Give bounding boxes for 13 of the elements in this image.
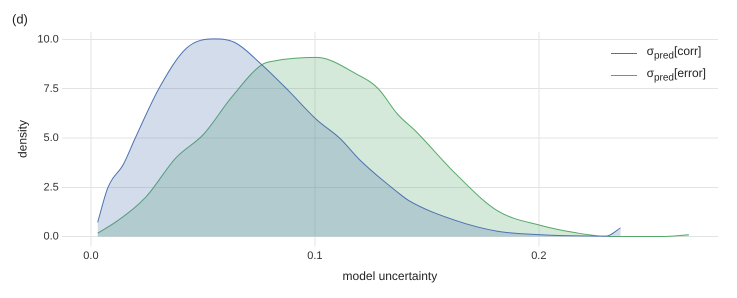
x-axis-title: model uncertainty [342, 269, 438, 284]
legend-label: σ$_{pred}$[corr] [646, 44, 702, 62]
x-tick-label: 0.0 [83, 250, 99, 262]
y-axis-title: density [16, 120, 30, 158]
y-tick-label: 10.0 [37, 34, 59, 46]
y-tick-label: 7.5 [44, 82, 59, 95]
x-tick-label: 0.1 [307, 250, 323, 262]
legend-label: σ$_{pred}$[error] [646, 66, 706, 84]
chart-title: (d) [12, 11, 28, 26]
y-tick-label: 0.0 [44, 230, 59, 243]
y-tick-label: 5.0 [44, 132, 59, 144]
x-tick-label: 0.2 [531, 250, 546, 262]
y-tick-label: 2.5 [44, 181, 59, 194]
